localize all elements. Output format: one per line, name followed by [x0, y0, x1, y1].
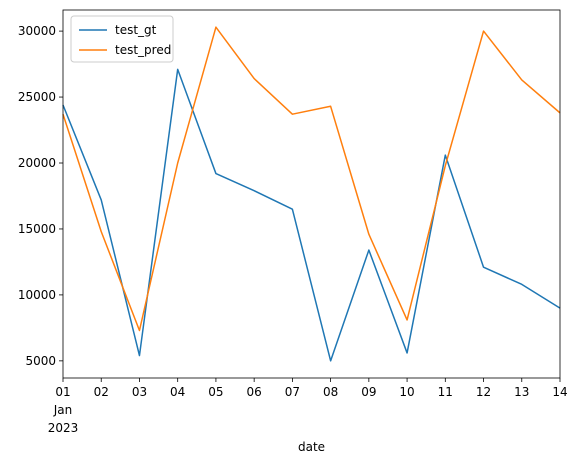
x-tick-label: 04 [170, 385, 185, 399]
x-tick-label: 12 [476, 385, 491, 399]
x-tick-label: 02 [94, 385, 109, 399]
x-tick-label: 13 [514, 385, 529, 399]
legend-label-test_gt: test_gt [115, 23, 157, 37]
y-tick-label: 5000 [25, 354, 56, 368]
legend-label-test_pred: test_pred [115, 43, 171, 57]
y-axis: 5000 10000 15000 20000 25000 30000 [18, 24, 63, 368]
series-line-test_pred [62, 26, 561, 332]
x-tick-label: 11 [438, 385, 453, 399]
y-tick-label: 15000 [18, 222, 56, 236]
y-tick-label: 10000 [18, 288, 56, 302]
x-tick-year-label: 2023 [48, 421, 79, 435]
legend: test_gt test_pred [70, 15, 174, 63]
x-tick-label: 07 [285, 385, 300, 399]
plot-frame [62, 9, 561, 379]
x-tick-label: 06 [247, 385, 262, 399]
x-tick-label: 08 [323, 385, 338, 399]
x-tick-label: 10 [399, 385, 414, 399]
y-tick-label: 25000 [18, 90, 56, 104]
x-tick-month-label: Jan [53, 403, 73, 417]
x-tick-label: 14 [552, 385, 567, 399]
series-layer [62, 26, 561, 362]
y-tick-label: 20000 [18, 156, 56, 170]
x-tick-label: 05 [208, 385, 223, 399]
y-tick-label: 30000 [18, 24, 56, 38]
x-axis: 01 02 03 04 05 06 07 08 09 10 11 12 13 14 Jan 2023 [48, 378, 568, 435]
x-tick-label: 09 [361, 385, 376, 399]
x-tick-label: 03 [132, 385, 147, 399]
x-axis-title: date [298, 440, 325, 454]
series-line-test_gt [62, 68, 561, 362]
x-tick-label: 01 [55, 385, 70, 399]
